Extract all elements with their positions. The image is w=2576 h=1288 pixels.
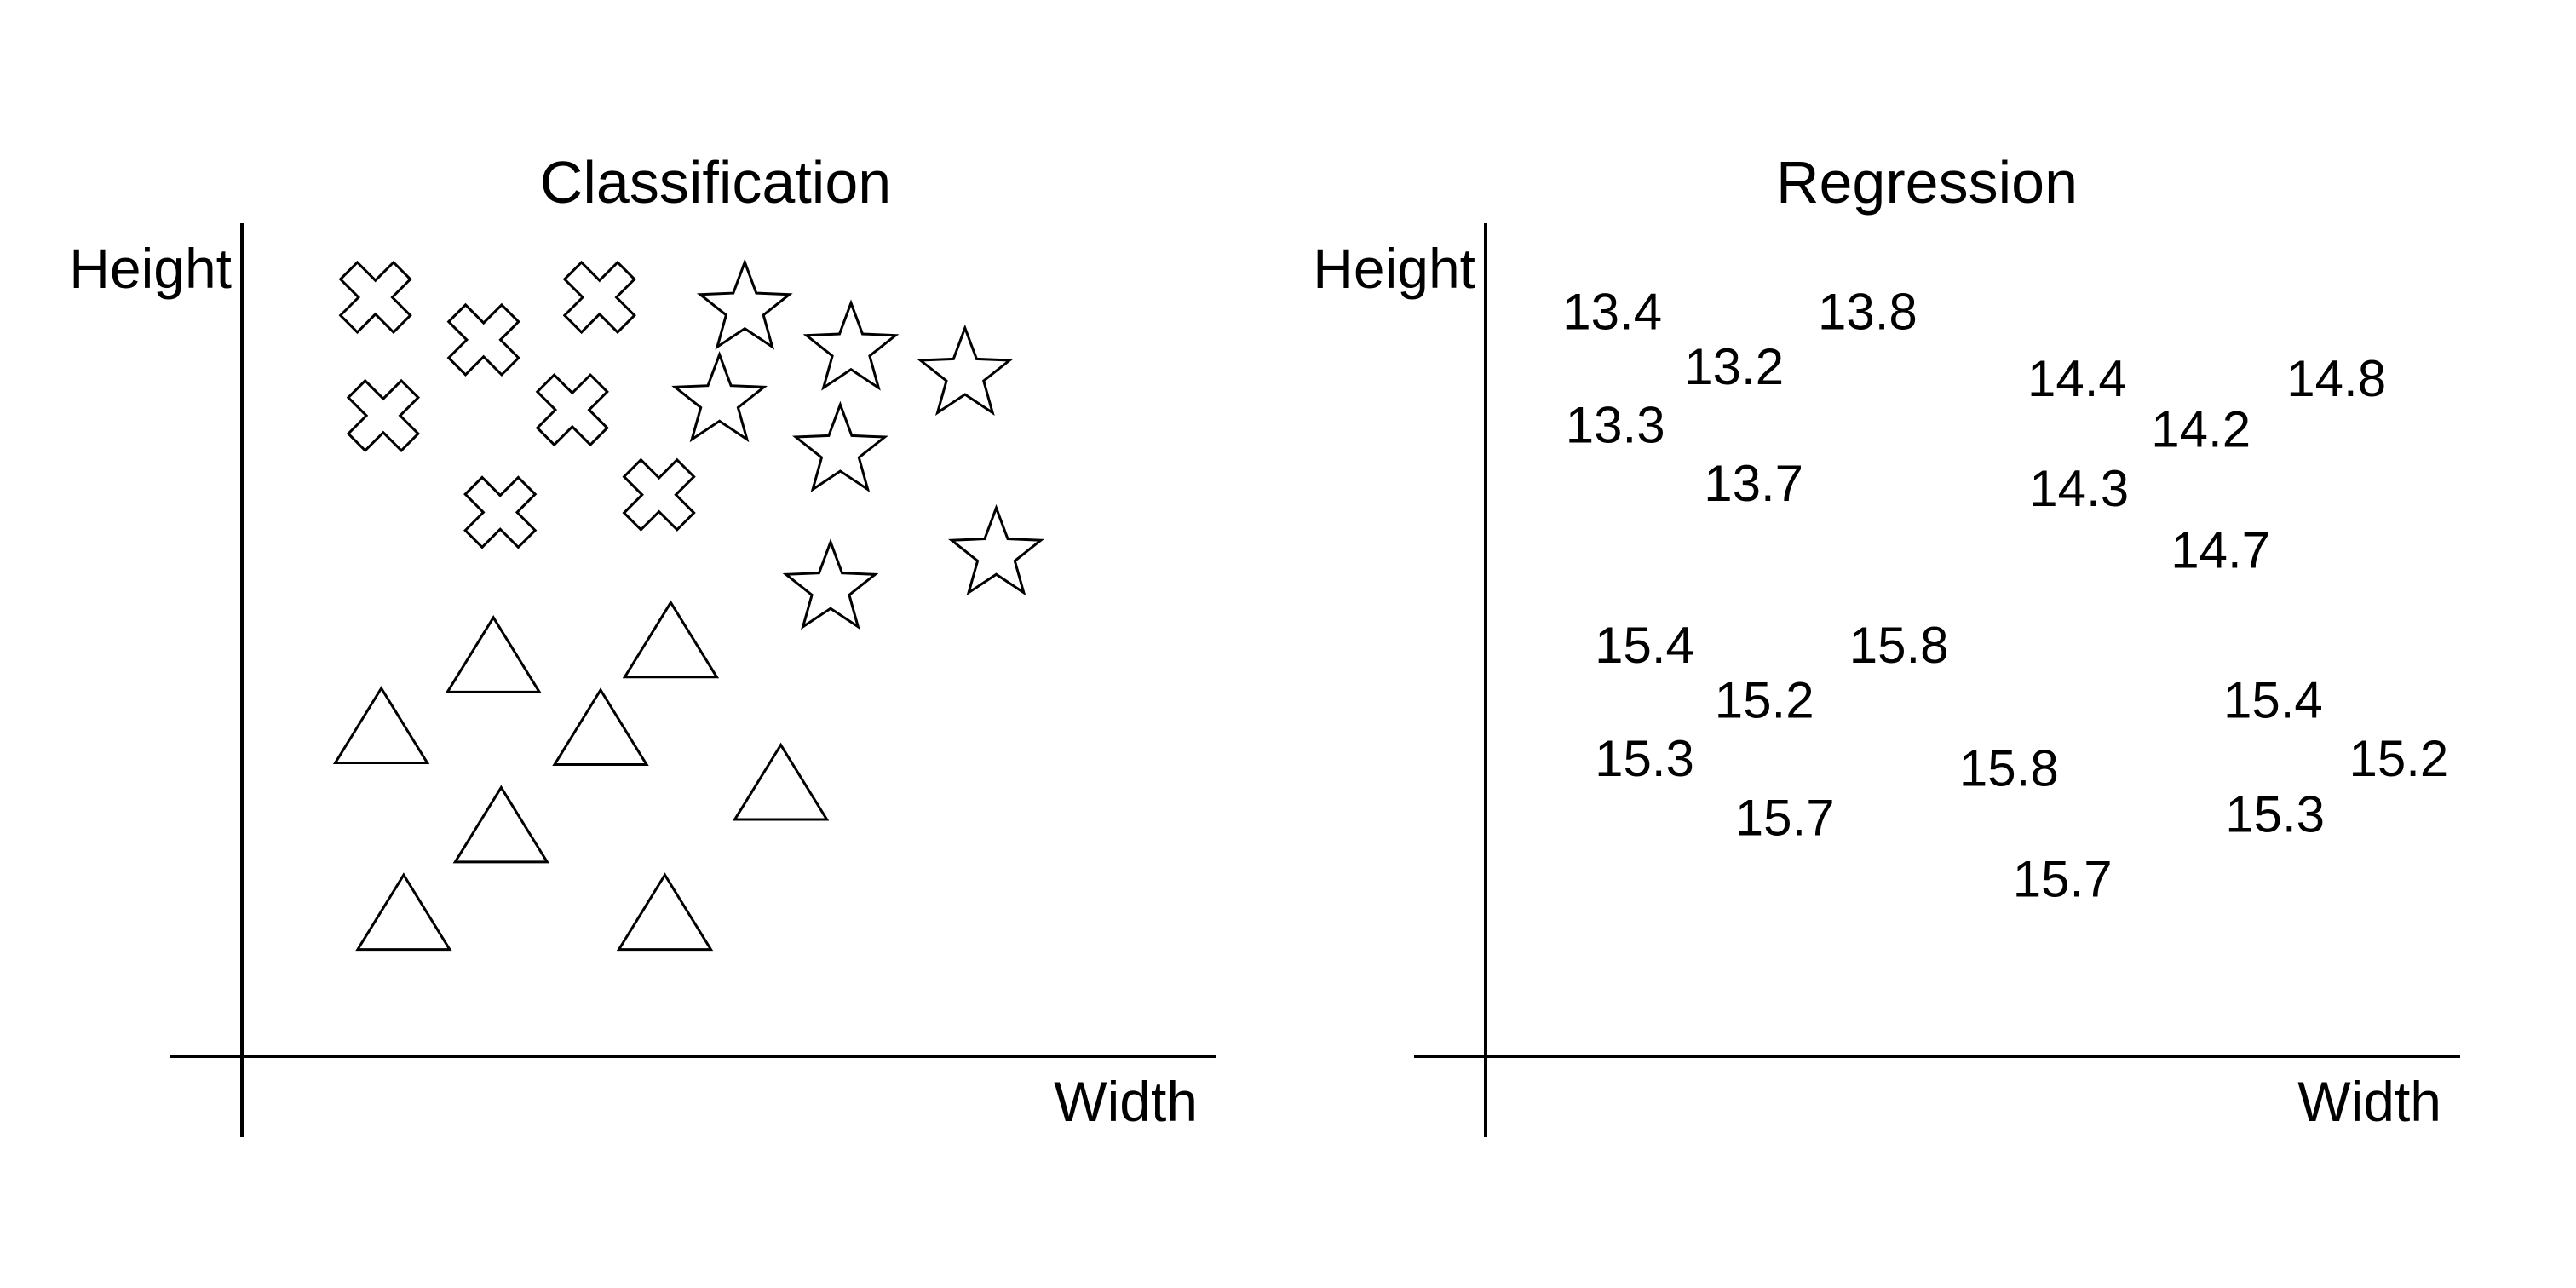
value-label: 14.2 (2151, 401, 2251, 458)
classification-panel: Classification Height Width (69, 149, 1216, 1137)
triangle-marker (552, 687, 649, 766)
y-axis-label: Height (1313, 237, 1475, 300)
value-label: 15.7 (2013, 851, 2113, 908)
triangle-marker (622, 600, 720, 679)
star-marker (782, 538, 879, 630)
triangle-marker (452, 785, 549, 864)
value-label: 15.4 (2223, 671, 2323, 728)
cross-marker (535, 372, 609, 447)
value-label: 13.2 (1684, 338, 1784, 395)
star-marker (802, 299, 900, 391)
star-marker (917, 324, 1014, 416)
regression-panel: Regression Height Width 13.4 13.8 13.2 14.4… (1313, 149, 2460, 1137)
cross-marker (622, 457, 696, 532)
value-label: 15.3 (2225, 785, 2325, 842)
value-label: 13.4 (1562, 284, 1662, 341)
triangle-marker (332, 686, 430, 764)
value-label: 14.4 (2027, 350, 2127, 407)
value-label: 13.7 (1704, 455, 1803, 512)
star-marker (792, 400, 888, 492)
y-axis-label: Height (69, 237, 232, 300)
x-axis-label: Width (1054, 1070, 1198, 1133)
star-marker (671, 351, 768, 443)
panel-title: Classification (540, 149, 891, 216)
cross-marker (463, 475, 538, 549)
triangle-marker (445, 615, 542, 693)
value-label: 15.8 (1849, 617, 1949, 674)
value-label: 15.8 (1959, 740, 2059, 797)
triangle-marker (732, 742, 830, 821)
panel-title: Regression (1776, 149, 2078, 216)
value-label: 15.2 (1715, 671, 1814, 728)
value-label: 13.8 (1818, 284, 1918, 341)
marker-group (332, 258, 1044, 952)
x-axis-label: Width (2297, 1070, 2441, 1133)
star-marker (696, 258, 793, 350)
cross-marker (446, 302, 520, 377)
star-marker (948, 503, 1044, 596)
cross-marker (562, 260, 636, 335)
cross-marker (338, 260, 412, 335)
value-label: 14.7 (2171, 521, 2270, 578)
value-label-group: 13.4 13.8 13.2 14.4 14.8 13.3 14.2 13.7 14.3 14.7… (1562, 284, 2448, 908)
triangle-marker (616, 872, 714, 952)
value-label: 15.2 (2349, 730, 2449, 787)
cross-marker (346, 378, 421, 453)
triangle-marker (355, 872, 452, 952)
value-label: 14.8 (2286, 350, 2386, 407)
value-label: 15.3 (1595, 730, 1694, 787)
value-label: 14.3 (2029, 460, 2129, 517)
value-label: 15.4 (1595, 617, 1694, 674)
value-label: 15.7 (1735, 789, 1835, 846)
value-label: 13.3 (1566, 397, 1665, 454)
